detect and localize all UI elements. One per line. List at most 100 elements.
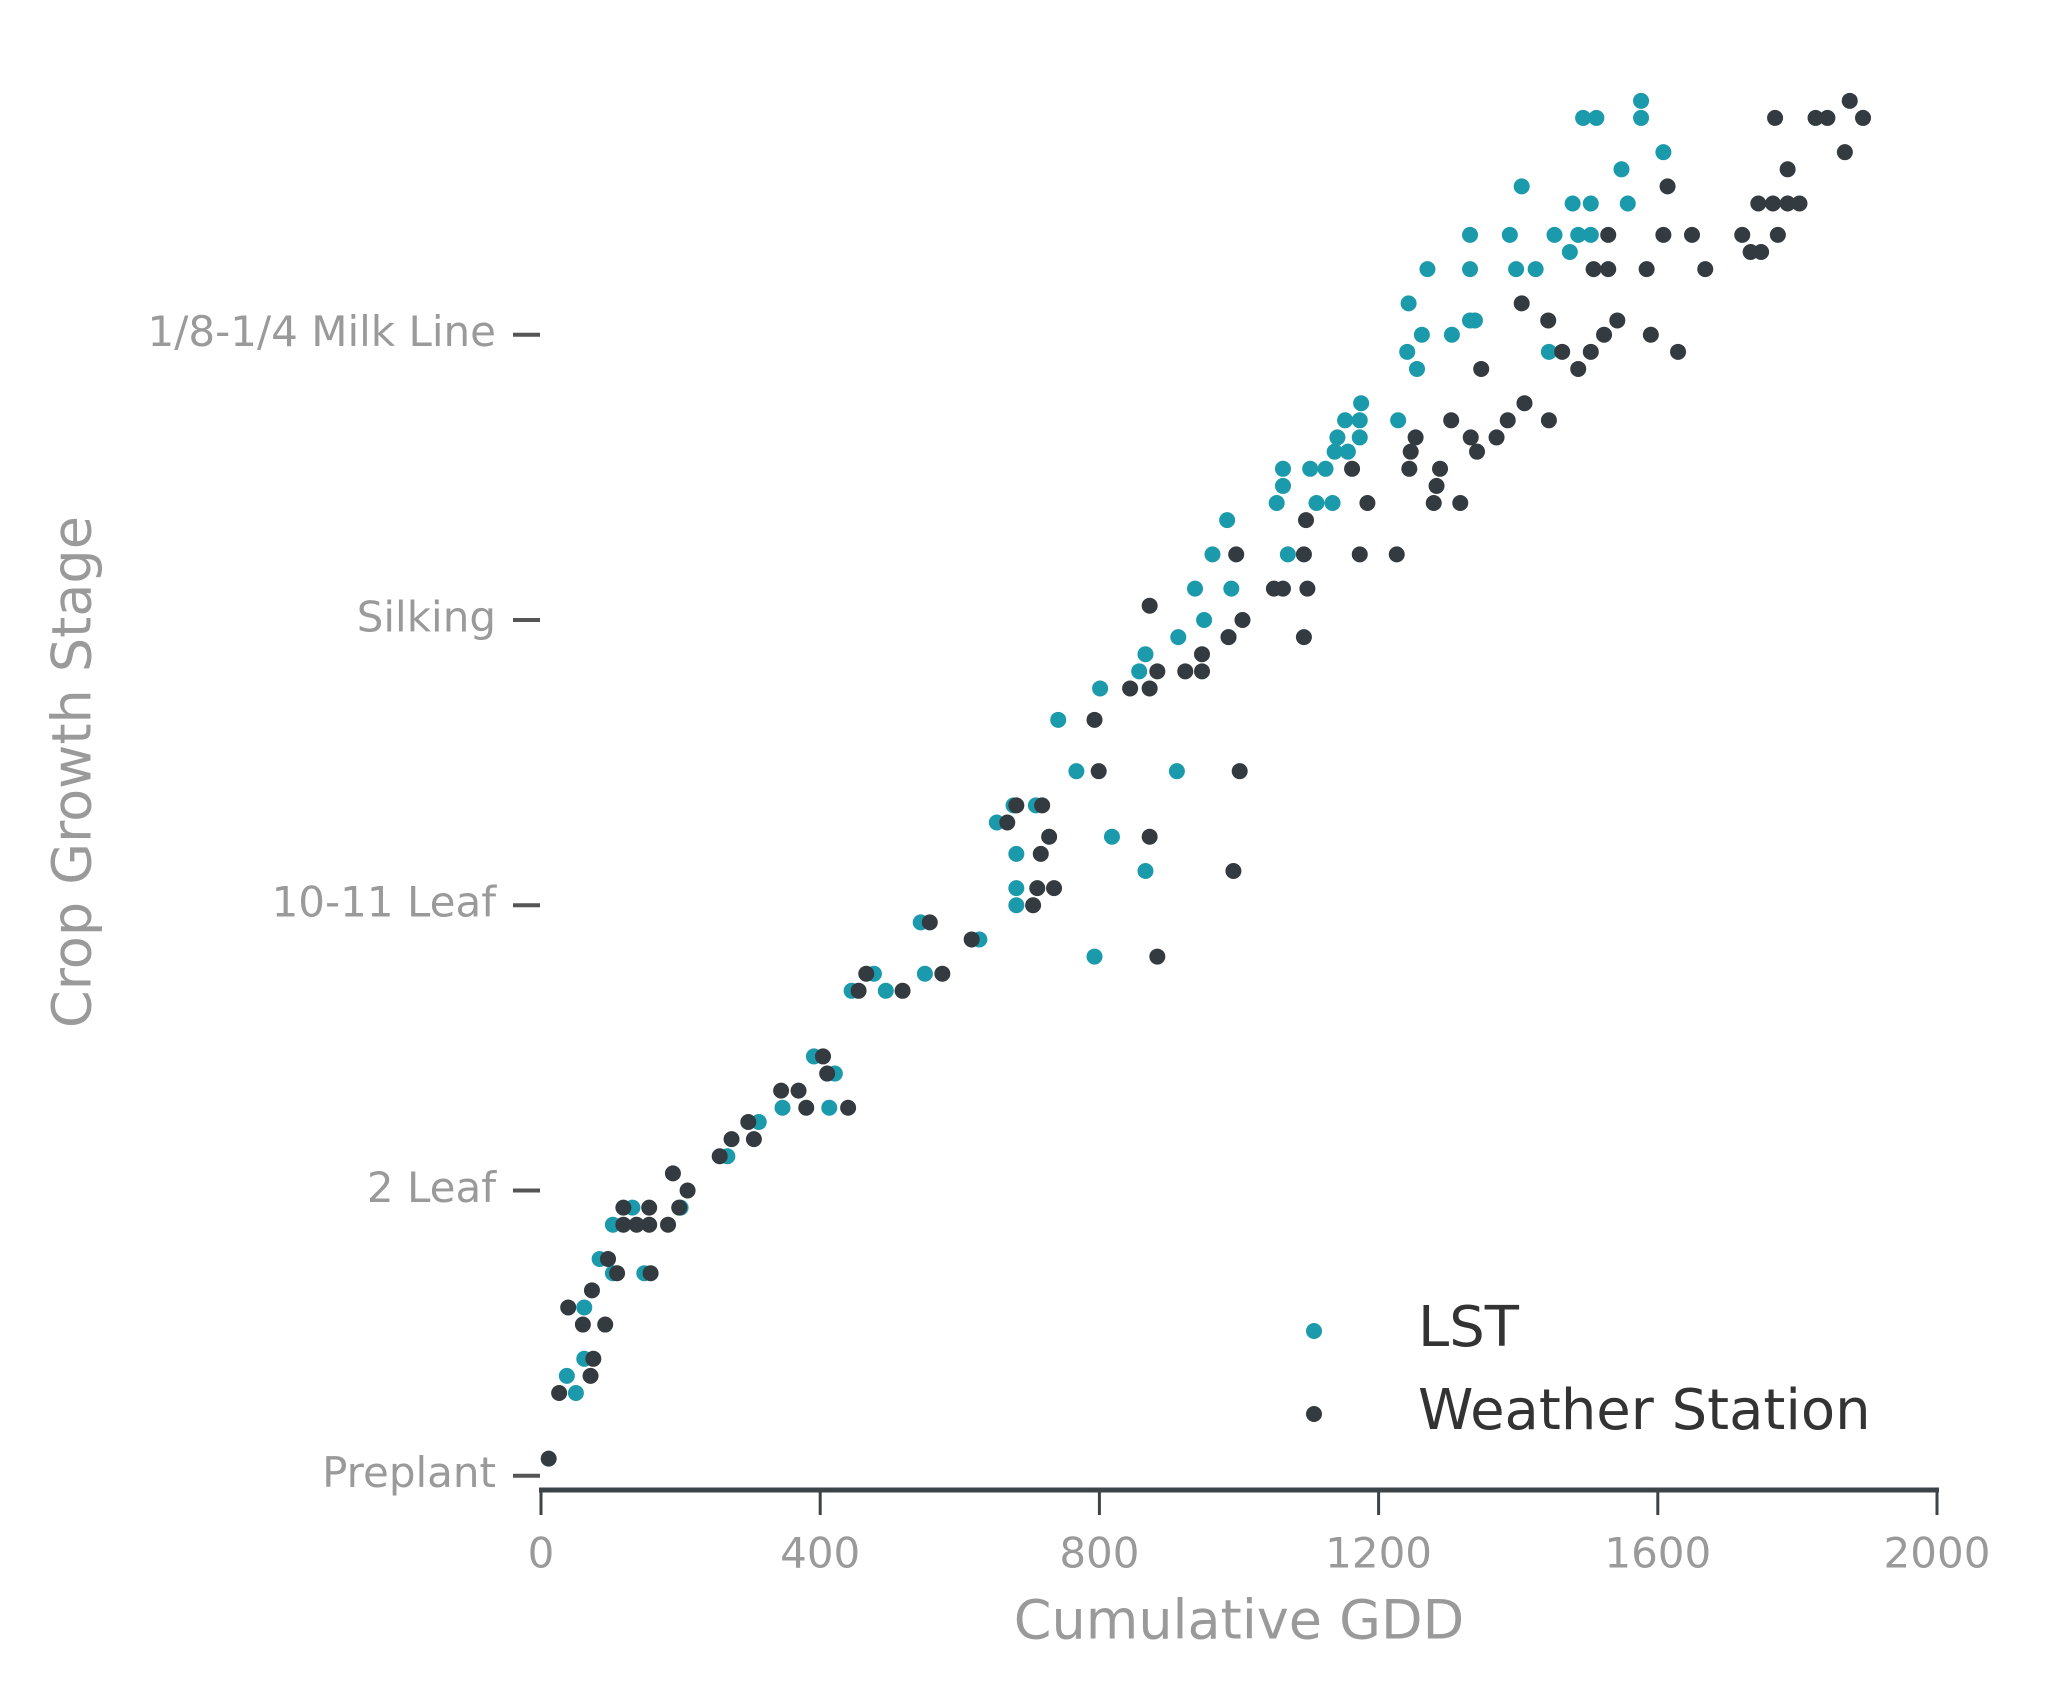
point [1090, 763, 1107, 780]
point [1187, 580, 1204, 597]
point [1540, 412, 1557, 429]
point [1779, 161, 1796, 178]
point [1359, 495, 1376, 512]
point [576, 1299, 593, 1316]
point [1585, 261, 1602, 278]
y-tick-label: 10-11 Leaf [272, 878, 498, 927]
point [1499, 412, 1516, 429]
point [1141, 828, 1158, 845]
point [1734, 226, 1751, 243]
point [1353, 395, 1370, 412]
point [1564, 195, 1581, 212]
point [1390, 412, 1407, 429]
point [1588, 109, 1605, 126]
point [597, 1316, 614, 1333]
point [1231, 763, 1248, 780]
point [1807, 109, 1824, 126]
point [615, 1199, 632, 1216]
point [1008, 897, 1025, 914]
point [1655, 144, 1672, 161]
point [921, 914, 938, 931]
point [1329, 429, 1346, 446]
y-tick-label: 1/8-1/4 Milk Line [148, 307, 496, 356]
point [711, 1148, 728, 1165]
point [1473, 360, 1490, 377]
point [1194, 646, 1211, 663]
point [1268, 495, 1285, 512]
point [1452, 495, 1469, 512]
point [1402, 443, 1419, 460]
point [774, 1099, 791, 1116]
point [790, 1082, 807, 1099]
point [1443, 412, 1460, 429]
point [1779, 195, 1796, 212]
point [1407, 429, 1424, 446]
point [1092, 680, 1109, 697]
point [1501, 226, 1518, 243]
point [1220, 629, 1237, 646]
point [1633, 109, 1650, 126]
point [1582, 343, 1599, 360]
point [1219, 512, 1236, 529]
point [1750, 195, 1767, 212]
point [1170, 629, 1187, 646]
point [1225, 863, 1242, 880]
legend-marker [1306, 1323, 1322, 1339]
point [999, 814, 1016, 831]
point [1401, 460, 1418, 477]
y-tick-label: Preplant [322, 1448, 496, 1497]
point [560, 1299, 577, 1316]
x-tick-label: 2000 [1884, 1529, 1991, 1578]
point [1540, 343, 1557, 360]
point [1008, 845, 1025, 862]
point [963, 931, 980, 948]
point [1295, 546, 1312, 563]
point [1570, 360, 1587, 377]
point [1400, 295, 1417, 312]
point [1600, 261, 1617, 278]
point [1274, 460, 1291, 477]
point [1279, 546, 1296, 563]
point [660, 1216, 677, 1233]
point [1513, 295, 1530, 312]
point [1223, 580, 1240, 597]
legend-label: Weather Station [1418, 1378, 1871, 1443]
point [671, 1199, 688, 1216]
point [1204, 546, 1221, 563]
point [1029, 880, 1046, 897]
point [558, 1367, 575, 1384]
point [1324, 495, 1341, 512]
point [1177, 663, 1194, 680]
point [1697, 261, 1714, 278]
point [1413, 326, 1430, 343]
point [1508, 261, 1525, 278]
point [642, 1265, 659, 1282]
point [1295, 629, 1312, 646]
point [1819, 109, 1836, 126]
y-axis-label: Crop Growth Stage [41, 516, 104, 1028]
point [1274, 580, 1291, 597]
point [1086, 711, 1103, 728]
point [1196, 611, 1213, 628]
point [1540, 312, 1557, 329]
y-tick-label: Silking [357, 592, 496, 641]
point [858, 965, 875, 982]
point [574, 1316, 591, 1333]
point [1339, 443, 1356, 460]
point [1575, 109, 1592, 126]
point [609, 1265, 626, 1282]
point [1582, 195, 1599, 212]
point [1008, 880, 1025, 897]
point [1141, 680, 1158, 697]
point [1351, 546, 1368, 563]
point [1008, 797, 1025, 814]
x-tick-label: 400 [780, 1529, 860, 1578]
point [615, 1216, 632, 1233]
point [916, 965, 933, 982]
x-tick-label: 0 [528, 1529, 555, 1578]
point [1274, 477, 1291, 494]
point [1841, 92, 1858, 109]
x-tick-label: 1600 [1604, 1529, 1711, 1578]
